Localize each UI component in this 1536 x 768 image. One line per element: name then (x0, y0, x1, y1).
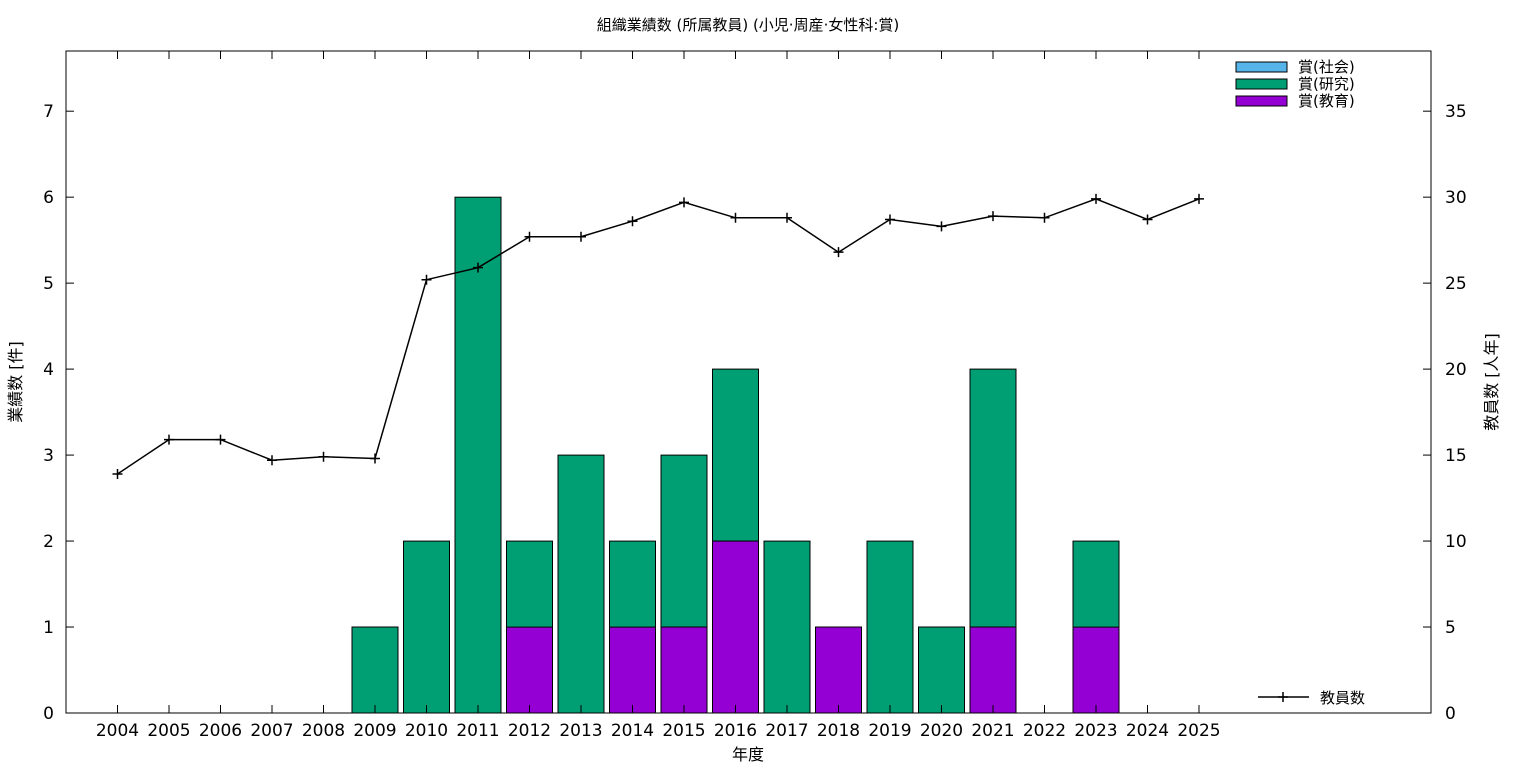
x-tick-label: 2014 (611, 721, 654, 741)
y2-tick-label: 15 (1445, 446, 1467, 466)
legend-swatch-2 (1235, 95, 1288, 107)
x-tick-label: 2025 (1177, 721, 1220, 741)
x-tick-label: 2018 (817, 721, 860, 741)
y-tick-label: 7 (43, 102, 54, 122)
bar-2013-series-1 (557, 454, 605, 714)
x-tick-label: 2024 (1126, 721, 1169, 741)
y-tick-label: 5 (43, 274, 54, 294)
legend-line-marker (1278, 692, 1288, 702)
x-tick-label: 2021 (971, 721, 1014, 741)
y2-tick-label: 0 (1445, 704, 1456, 724)
y2-tick-label: 5 (1445, 618, 1456, 638)
y2-tick-label: 10 (1445, 532, 1467, 552)
point-2023 (1091, 193, 1101, 204)
x-tick-label: 2008 (302, 721, 345, 741)
bar-2016-series-0 (712, 540, 759, 714)
plot-frame (65, 50, 1432, 714)
x-tick-label: 2007 (250, 721, 293, 741)
point-2015 (679, 197, 689, 208)
x-tick-label: 2004 (96, 721, 139, 741)
chart-title: 組織業績数 (所属教員) (小児·周産·女性科:賞) (597, 16, 900, 34)
bar-2015-series-0 (660, 626, 708, 714)
y2-tick-label: 25 (1445, 274, 1467, 294)
y-tick-label: 6 (43, 188, 54, 208)
legend-label-1: 賞(研究) (1298, 75, 1355, 93)
y-tick-label: 2 (43, 532, 54, 552)
point-2004 (112, 468, 123, 479)
y-tick-label: 3 (43, 446, 54, 466)
point-2008 (318, 451, 329, 462)
point-2021 (988, 211, 998, 222)
bar-2023-series-1 (1072, 540, 1120, 628)
point-2022 (1039, 212, 1050, 223)
y2-tick-label: 20 (1445, 360, 1467, 380)
point-2011 (473, 262, 483, 273)
bars-layer (351, 196, 1120, 714)
x-tick-label: 2020 (920, 721, 963, 741)
line-faculty-count (117, 198, 1200, 475)
legend: 賞(社会)賞(研究)賞(教育) 教員数 (1235, 58, 1365, 707)
x-axis-label: 年度 (732, 745, 764, 764)
point-2025 (1194, 193, 1204, 204)
bar-2023-series-0 (1072, 626, 1120, 714)
legend-line-label: 教員数 (1320, 689, 1365, 707)
bar-2017-series-1 (763, 540, 811, 714)
point-2009 (370, 453, 380, 464)
bar-2010-series-1 (403, 540, 450, 714)
legend-label-2: 賞(教育) (1298, 92, 1355, 110)
point-2005 (164, 434, 174, 445)
y2-axis-label: 教員数 [人年] (1482, 333, 1501, 431)
bar-2012-series-1 (506, 540, 553, 628)
bar-2011-series-1 (454, 196, 502, 714)
legend-label-0: 賞(社会) (1298, 58, 1355, 76)
x-tick-label: 2017 (765, 721, 808, 741)
y-tick-label: 4 (43, 360, 54, 380)
point-2006 (215, 434, 226, 445)
x-tick-label: 2022 (1023, 721, 1066, 741)
bar-2009-series-1 (351, 626, 399, 714)
x-tick-label: 2010 (405, 721, 448, 741)
line-layer (112, 193, 1204, 479)
bar-2020-series-1 (918, 626, 965, 714)
x-tick-label: 2016 (714, 721, 757, 741)
bar-2021-series-1 (969, 368, 1017, 628)
bar-2012-series-0 (506, 626, 553, 714)
point-2010 (421, 274, 432, 285)
x-tick-label: 2006 (199, 721, 242, 741)
point-2017 (782, 212, 792, 223)
point-2007 (267, 455, 277, 466)
bar-2014-series-0 (609, 626, 656, 714)
bar-2018-series-0 (815, 626, 862, 714)
x-tick-label: 2005 (147, 721, 190, 741)
point-2019 (885, 214, 895, 225)
y-tick-label: 0 (43, 704, 54, 724)
point-2018 (833, 247, 844, 258)
x-tick-label: 2013 (559, 721, 602, 741)
point-2012 (524, 231, 535, 242)
bar-2015-series-1 (660, 454, 708, 628)
bar-2021-series-0 (969, 626, 1017, 714)
bar-2019-series-1 (866, 540, 914, 714)
bar-2014-series-1 (609, 540, 656, 628)
point-2013 (576, 231, 586, 242)
point-2014 (627, 216, 638, 227)
point-2020 (936, 221, 947, 232)
x-tick-label: 2015 (662, 721, 705, 741)
y2-tick-label: 35 (1445, 102, 1467, 122)
legend-swatch-0 (1235, 61, 1288, 73)
x-tick-label: 2012 (508, 721, 551, 741)
x-tick-label: 2011 (456, 721, 499, 741)
legend-swatch-1 (1235, 78, 1288, 90)
x-tick-label: 2009 (353, 721, 396, 741)
y-tick-label: 1 (43, 618, 54, 638)
point-2016 (730, 212, 741, 223)
y2-tick-label: 30 (1445, 188, 1467, 208)
point-2024 (1142, 214, 1153, 225)
x-tick-label: 2023 (1074, 721, 1117, 741)
y-axis-label: 業績数 [件] (6, 341, 25, 423)
x-tick-label: 2019 (868, 721, 911, 741)
bar-2016-series-1 (712, 368, 759, 542)
